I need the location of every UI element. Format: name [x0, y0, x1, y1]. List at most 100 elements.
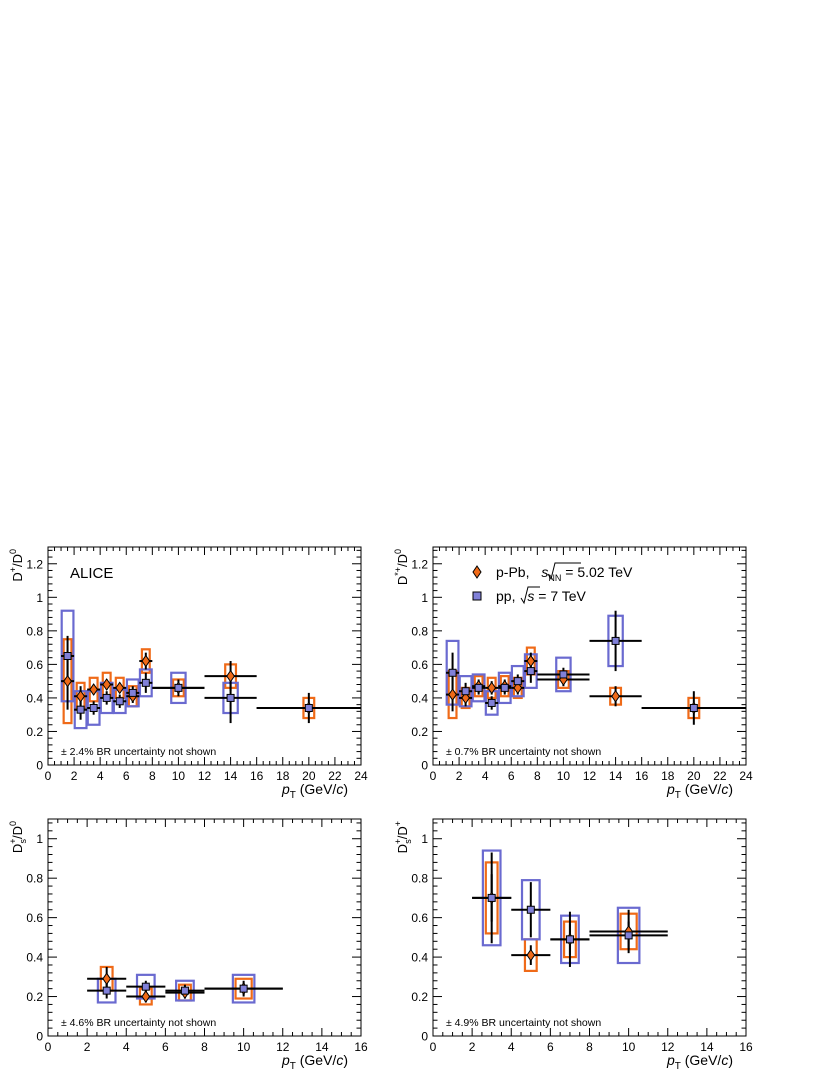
y-tick-label: 1 — [36, 832, 43, 846]
x-tick-label: 12 — [276, 1040, 290, 1054]
x-tick-label: 20 — [687, 769, 701, 783]
pp-marker — [180, 986, 189, 995]
legend-ppb-energy: = 5.02 TeV — [561, 564, 633, 580]
x-tick-label: 24 — [354, 769, 368, 783]
pp-marker — [239, 984, 248, 993]
legend-pp-energy: = 7 TeV — [534, 588, 586, 604]
y-tick-label: 0.2 — [26, 725, 43, 739]
pp-marker — [448, 668, 457, 677]
y-label-sub: s — [403, 839, 413, 844]
br-note: ± 4.6% BR uncertainty not shown — [61, 1017, 216, 1029]
pp-marker — [76, 705, 85, 714]
x-tick-label: 8 — [201, 1040, 208, 1054]
y-tick-label: 1 — [421, 591, 428, 605]
pp-marker — [611, 636, 620, 645]
x-tick-label: 10 — [557, 769, 571, 783]
x-label-T: T — [290, 1061, 296, 1072]
legend-ppb-label: p-Pb, sNN = 5.02 TeV — [496, 564, 633, 583]
y-tick-label: 0.2 — [411, 725, 428, 739]
x-tick-label: 4 — [123, 1040, 130, 1054]
data-layer — [87, 965, 283, 1006]
x-label-unit: (GeV/ — [296, 781, 337, 797]
pp-marker — [115, 697, 124, 706]
data-layer — [472, 849, 668, 973]
x-label-unit: (GeV/ — [681, 1052, 722, 1068]
x-tick-label: 14 — [700, 1040, 714, 1054]
y-tick-label: 0 — [421, 1030, 428, 1044]
y-tick-label: 0 — [421, 759, 428, 773]
x-label-unit-close: ) — [728, 781, 733, 797]
x-tick-label: 0 — [430, 769, 437, 783]
x-tick-label: 6 — [123, 769, 130, 783]
y-label-tail: /D — [395, 826, 410, 839]
y-tick-label: 0.4 — [26, 691, 43, 705]
ppb-marker — [115, 681, 125, 695]
x-tick-label: 6 — [508, 769, 515, 783]
x-tick-label: 0 — [430, 1040, 437, 1054]
x-label-c: c — [721, 781, 728, 797]
y-axis-label: D+s/D+ — [393, 821, 413, 853]
pp-marker — [624, 931, 633, 940]
x-tick-label: 22 — [328, 769, 342, 783]
ppb-marker — [141, 654, 151, 668]
pp-marker — [102, 986, 111, 995]
x-tick-label: 16 — [354, 1040, 368, 1054]
x-tick-label: 18 — [276, 769, 290, 783]
x-label-unit-close: ) — [728, 1052, 733, 1068]
pp-marker — [487, 698, 496, 707]
y-tick-label: 0.8 — [411, 624, 428, 638]
y-tick-label: 0 — [36, 1030, 43, 1044]
y-tick-label: 1 — [36, 591, 43, 605]
x-label-p: p — [281, 1052, 290, 1068]
x-axis-label: pT (GeV/c) — [281, 781, 348, 801]
pp-marker — [689, 703, 698, 712]
x-tick-label: 16 — [250, 769, 264, 783]
y-tick-label: 0.2 — [26, 990, 43, 1004]
y-tick-label: 0.6 — [26, 658, 43, 672]
x-tick-label: 16 — [635, 769, 649, 783]
pp-marker — [141, 678, 150, 687]
x-tick-label: 8 — [586, 1040, 593, 1054]
y-label-sup: + — [8, 567, 18, 572]
pp-marker — [500, 683, 509, 692]
y-label-sup: *+ — [393, 567, 403, 576]
x-label-unit-close: ) — [343, 1052, 348, 1068]
x-label-T: T — [290, 790, 296, 801]
y-tick-label: 0.2 — [411, 990, 428, 1004]
y-label-sup2: 0 — [393, 549, 403, 554]
x-axis-label: pT (GeV/c) — [666, 1052, 733, 1072]
alice-label: ALICE — [70, 565, 113, 582]
ppb-marker — [102, 678, 112, 691]
x-tick-label: 14 — [224, 769, 238, 783]
x-axis-label: pT (GeV/c) — [281, 1052, 348, 1072]
y-label-sup2: + — [393, 821, 403, 826]
x-tick-label: 0 — [45, 1040, 52, 1054]
x-label-unit: (GeV/ — [681, 781, 722, 797]
x-tick-label: 8 — [149, 769, 156, 783]
ppb-marker — [526, 654, 536, 668]
ppb-marker — [63, 674, 72, 688]
legend-ppb-marker — [472, 565, 482, 579]
x-tick-label: 2 — [469, 1040, 476, 1054]
y-tick-label: 0.6 — [26, 911, 43, 925]
y-axis-label: D+s/D0 — [8, 821, 28, 853]
y-tick-label: 0.4 — [411, 691, 428, 705]
legend-pp-marker — [472, 591, 482, 601]
ppb-marker — [76, 689, 86, 703]
pp-marker — [102, 693, 111, 702]
x-label-unit: (GeV/ — [296, 1052, 337, 1068]
ppb-marker — [611, 689, 620, 703]
y-label-main: D — [10, 844, 25, 853]
legend-ppb-s: s — [541, 564, 548, 580]
y-tick-label: 1 — [421, 832, 428, 846]
pp-marker — [565, 935, 574, 944]
pp-marker — [226, 693, 235, 702]
ppb-marker — [226, 669, 235, 683]
pp-marker — [513, 677, 522, 686]
ppb-marker — [89, 683, 99, 696]
y-axis-label: D+/D0 — [8, 549, 25, 582]
y-tick-label: 0.6 — [411, 911, 428, 925]
